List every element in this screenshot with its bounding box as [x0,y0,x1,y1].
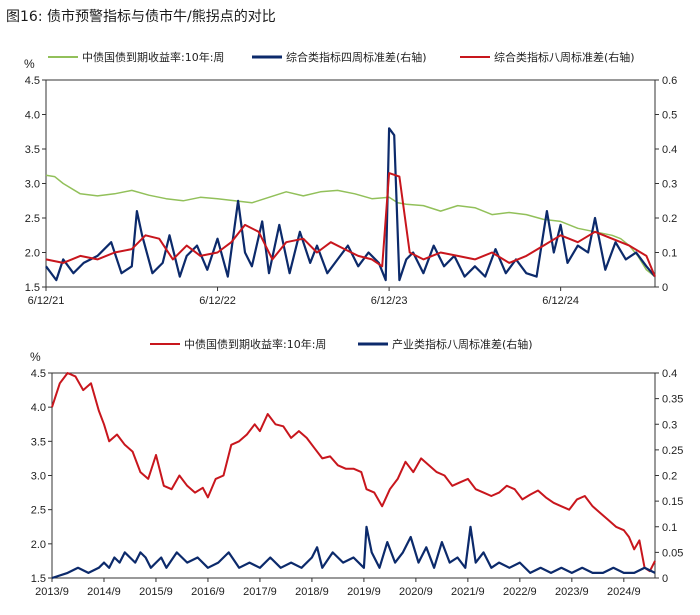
right-tick-label: 0.3 [662,179,677,191]
legend-label-3: 综合类指标八周标准差(右轴) [494,50,635,64]
right-tick-label: 0.5 [662,110,677,122]
right-tick-label: 0.1 [662,522,677,534]
right-tick-label: 0 [662,282,668,294]
right-tick-label: 0.15 [662,496,683,508]
left-unit-label: % [24,57,35,71]
legend-label-1: 中债国债到期收益率:10年:周 [184,337,326,351]
right-tick-label: 0.4 [662,144,677,156]
legend-label-1: 中债国债到期收益率:10年:周 [82,50,224,64]
series-line-3 [45,172,656,277]
chart-top: 1.5 2.0 2.5 3.0 3.5 4.0 4.5 0 0.1 0.2 0.3 0.4 0.5 0.6… [24,50,677,307]
series-line-1 [45,174,656,278]
right-tick-label: 0.2 [662,471,677,483]
left-tick-label: 1.5 [31,573,46,585]
x-tick-label: 2019/9 [347,586,381,598]
right-tick-label: 0.05 [662,547,683,559]
left-tick-label: 2.0 [25,248,40,260]
x-tick-label: 2014/9 [87,586,121,598]
legend-label-2: 综合类指标四周标准差(右轴) [286,50,427,64]
left-tick-label: 2.0 [31,539,46,551]
left-unit-label: % [30,350,41,364]
x-tick-label: 2015/9 [139,586,173,598]
right-tick-label: 0 [662,573,668,585]
left-tick-label: 4.0 [25,110,40,122]
left-tick-label: 4.0 [31,402,46,414]
right-tick-label: 0.2 [662,213,677,225]
right-tick-label: 0.1 [662,248,677,260]
x-tick-label: 2022/9 [503,586,537,598]
right-tick-label: 0.3 [662,419,677,431]
figure-title: 图16: 债市预警指标与债市牛/熊拐点的对比 [6,9,276,25]
right-tick-label: 0.6 [662,75,677,87]
x-tick-label: 6/12/23 [371,295,408,307]
x-tick-label: 2017/9 [243,586,277,598]
left-tick-label: 4.5 [25,75,40,87]
left-tick-label: 3.5 [25,144,40,156]
left-tick-label: 3.0 [31,471,46,483]
left-tick-label: 1.5 [25,282,40,294]
x-tick-label: 2023/9 [555,586,589,598]
x-tick-label: 2020/9 [399,586,433,598]
series-line-2 [51,525,656,580]
x-tick-label: 2018/9 [295,586,329,598]
x-tick-label: 6/12/21 [28,295,65,307]
x-tick-label: 2013/9 [35,586,69,598]
left-tick-label: 4.5 [31,368,46,380]
left-tick-label: 3.5 [31,436,46,448]
x-tick-label: 2024/9 [607,586,641,598]
x-tick-label: 2021/9 [451,586,485,598]
x-tick-label: 6/12/24 [542,295,579,307]
left-tick-label: 2.5 [25,213,40,225]
legend-label-2: 产业类指标八周标准差(右轴) [392,337,533,351]
plot-frame [45,79,656,288]
series-line-1 [51,372,656,573]
series-line-2 [45,127,656,282]
plot-frame [51,372,656,579]
right-tick-label: 0.35 [662,394,683,406]
x-tick-label: 2016/9 [191,586,225,598]
x-tick-label: 6/12/22 [199,295,236,307]
left-tick-label: 2.5 [31,505,46,517]
right-tick-label: 0.25 [662,445,683,457]
right-tick-label: 0.4 [662,368,677,380]
left-tick-label: 3.0 [25,179,40,191]
